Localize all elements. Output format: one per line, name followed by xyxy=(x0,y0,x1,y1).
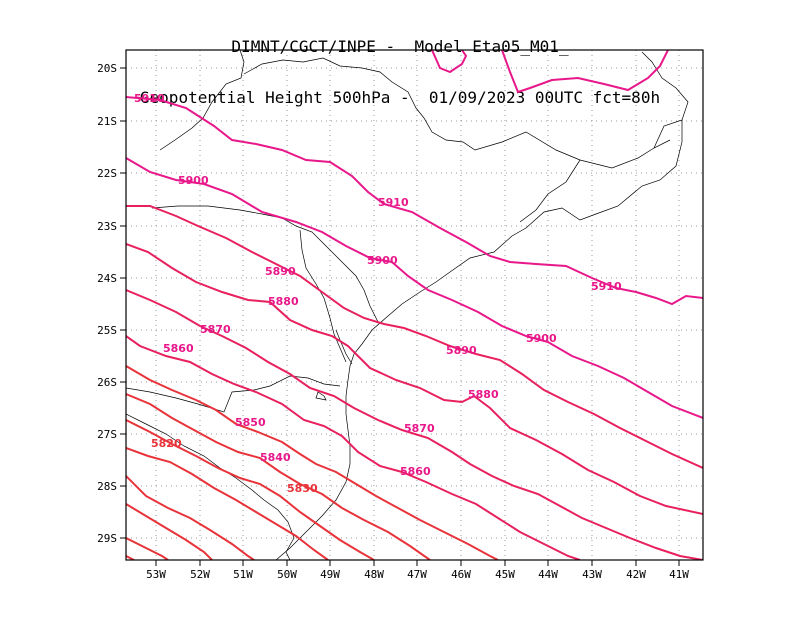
lat-tick-label: 23S xyxy=(97,220,117,233)
lon-tick-label: 50W xyxy=(277,568,297,581)
contour-labels: 5910 5900 5910 5890 5900 5880 5910 5870 … xyxy=(134,92,622,495)
contour-5900-a xyxy=(126,157,703,419)
contour-label: 5870 xyxy=(200,323,231,336)
contour-5910-a xyxy=(126,96,703,306)
contour-5790-a xyxy=(126,537,169,560)
lat-tick-label: 29S xyxy=(97,532,117,545)
lon-tick-label: 52W xyxy=(190,568,210,581)
lat-tick-labels: 20S 21S 22S 23S 24S 25S 26S 27S 28S 29S xyxy=(97,62,117,545)
lat-tick-label: 28S xyxy=(97,480,117,493)
contour-label: 5820 xyxy=(151,437,182,450)
political-boundaries xyxy=(126,50,689,560)
lat-tick-label: 21S xyxy=(97,115,117,128)
contour-label: 5830 xyxy=(287,482,318,495)
contour-label: 5850 xyxy=(235,416,266,429)
contour-5870-a xyxy=(126,289,703,560)
contour-label: 5900 xyxy=(526,332,557,345)
lon-gridlines xyxy=(155,50,680,560)
title-line-1: DIMNT/CGCT/INPE - Model Eta05_M01_ xyxy=(231,37,569,56)
contour-label: 5880 xyxy=(268,295,299,308)
lat-tick-label: 20S xyxy=(97,62,117,75)
contour-label: 5900 xyxy=(178,174,209,187)
contour-5810-a xyxy=(126,475,255,560)
contour-label: 5860 xyxy=(163,342,194,355)
state-border-rj-sp xyxy=(519,159,581,223)
map-title: DIMNT/CGCT/INPE - Model Eta05_M01_ Geopo… xyxy=(0,4,800,123)
contour-label: 5890 xyxy=(265,265,296,278)
contour-5890-a xyxy=(126,205,703,469)
contour-label: 5860 xyxy=(400,465,431,478)
lon-tick-label: 42W xyxy=(626,568,646,581)
contour-label: 5890 xyxy=(446,344,477,357)
state-border-mg-north xyxy=(159,50,245,151)
title-line-2: Geopotential Height 500hPa - 01/09/2023 … xyxy=(139,88,661,107)
lon-tick-labels: 53W 52W 51W 50W 49W 48W 47W 46W 45W 44W … xyxy=(146,568,689,581)
lon-tick-label: 49W xyxy=(320,568,340,581)
state-border-mg-sp xyxy=(243,57,671,169)
contour-label: 5900 xyxy=(367,254,398,267)
contour-5860-a xyxy=(126,335,581,560)
lon-tick-label: 48W xyxy=(364,568,384,581)
state-border-sp-pr xyxy=(151,205,379,323)
coastline-sp-pr xyxy=(275,271,451,560)
contour-5800-a xyxy=(126,503,213,560)
contour-label: 5910 xyxy=(134,92,165,105)
lat-tick-label: 27S xyxy=(97,428,117,441)
lat-tick-label: 24S xyxy=(97,272,117,285)
country-border-paraguay xyxy=(126,375,341,413)
lon-tick-label: 44W xyxy=(538,568,558,581)
lon-tick-label: 45W xyxy=(495,568,515,581)
lon-tick-label: 43W xyxy=(582,568,602,581)
contour-label: 5910 xyxy=(591,280,622,293)
contour-5820-a xyxy=(126,447,329,560)
contour-5840-a xyxy=(126,393,431,560)
lon-tick-label: 47W xyxy=(407,568,427,581)
lat-tick-label: 25S xyxy=(97,324,117,337)
contour-5850-a xyxy=(126,365,499,560)
contour-label: 5870 xyxy=(404,422,435,435)
contour-label: 5910 xyxy=(378,196,409,209)
contour-5910-east xyxy=(431,50,468,74)
lat-gridlines xyxy=(126,67,703,539)
contour-5780-a xyxy=(126,555,135,560)
contour-5910-northeast xyxy=(501,50,669,94)
contour-label: 5840 xyxy=(260,451,291,464)
map-frame xyxy=(125,49,704,561)
river-parana xyxy=(335,329,353,365)
contour-5880-a xyxy=(126,243,703,515)
lon-tick-label: 41W xyxy=(669,568,689,581)
state-border-rj-coast xyxy=(449,120,683,273)
contour-5830-a xyxy=(126,419,375,560)
state-border-pr-sc xyxy=(299,229,347,363)
lon-tick-label: 53W xyxy=(146,568,166,581)
contour-lines xyxy=(126,50,703,560)
lat-tick-label: 22S xyxy=(97,167,117,180)
lon-tick-label: 51W xyxy=(233,568,253,581)
lat-tick-label: 26S xyxy=(97,376,117,389)
contour-label: 5880 xyxy=(468,388,499,401)
lon-tick-label: 46W xyxy=(451,568,471,581)
state-border-mg-rj xyxy=(641,51,689,149)
river-lagoon-sc xyxy=(315,391,327,401)
tick-marks xyxy=(120,67,680,566)
